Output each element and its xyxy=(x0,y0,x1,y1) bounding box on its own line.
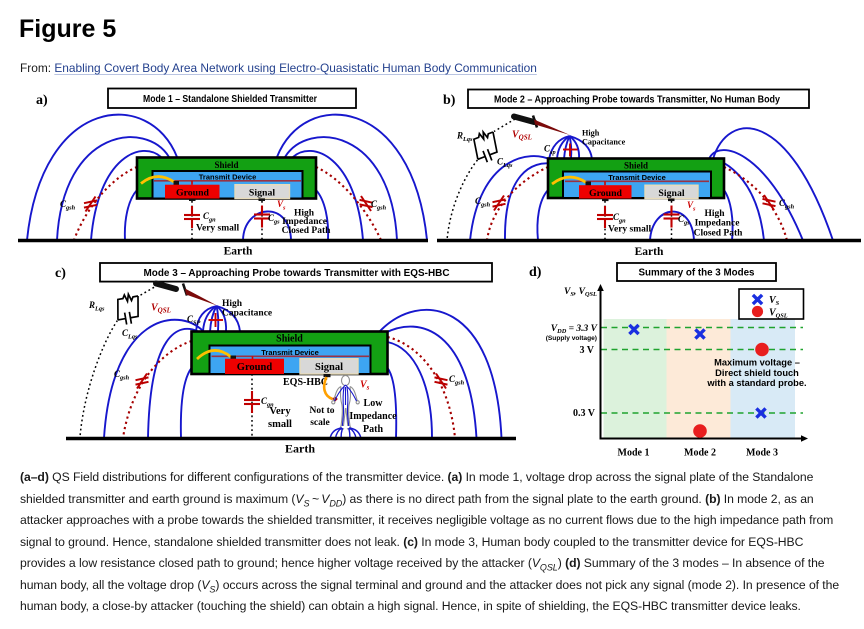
svg-text:Mode 2 – Approaching Probe tow: Mode 2 – Approaching Probe towards Trans… xyxy=(494,94,780,106)
svg-text:VS, VQSL: VS, VQSL xyxy=(564,287,597,298)
svg-text:Impedance: Impedance xyxy=(695,219,740,229)
svg-text:Not to: Not to xyxy=(309,406,334,416)
svg-text:Impedance: Impedance xyxy=(282,217,327,227)
svg-text:CSP: CSP xyxy=(187,314,201,327)
svg-text:EQS-HBC: EQS-HBC xyxy=(283,377,328,388)
svg-text:CLqs: CLqs xyxy=(122,328,138,341)
svg-text:0.3 V: 0.3 V xyxy=(573,408,596,419)
svg-text:Very: Very xyxy=(269,406,291,417)
svg-text:b): b) xyxy=(443,93,456,108)
svg-text:Maximum voltage –: Maximum voltage – xyxy=(714,358,800,368)
svg-text:Transmit Device: Transmit Device xyxy=(199,173,257,182)
svg-text:Capacitance: Capacitance xyxy=(582,138,626,147)
svg-text:Capacitance: Capacitance xyxy=(222,309,272,319)
svg-text:Mode 3: Mode 3 xyxy=(746,448,778,459)
svg-text:Transmit Device: Transmit Device xyxy=(608,173,666,182)
svg-text:Cgn: Cgn xyxy=(203,211,216,224)
svg-text:Direct shield touch: Direct shield touch xyxy=(715,368,799,378)
svg-text:Ground: Ground xyxy=(176,188,210,199)
svg-text:Signal: Signal xyxy=(658,188,684,199)
svg-text:c): c) xyxy=(55,266,66,281)
svg-text:Very small: Very small xyxy=(196,224,240,234)
svg-text:Signal: Signal xyxy=(315,362,343,373)
svg-text:RLqs: RLqs xyxy=(456,131,473,144)
svg-text:Low: Low xyxy=(364,398,384,409)
svg-text:small: small xyxy=(268,419,292,430)
svg-text:Signal: Signal xyxy=(249,188,275,199)
svg-text:VS: VS xyxy=(769,295,780,307)
svg-text:Cgn: Cgn xyxy=(613,212,626,225)
svg-text:VQSL: VQSL xyxy=(151,303,171,315)
svg-text:with a standard probe.: with a standard probe. xyxy=(706,378,806,388)
svg-text:Earth: Earth xyxy=(224,246,253,258)
svg-text:Very small: Very small xyxy=(608,225,652,235)
svg-text:CLqs: CLqs xyxy=(497,157,513,170)
svg-text:Summary of the 3 Modes: Summary of the 3 Modes xyxy=(639,267,755,279)
svg-text:scale: scale xyxy=(310,418,330,428)
svg-text:RLqs: RLqs xyxy=(88,300,105,313)
svg-text:High: High xyxy=(222,299,243,309)
svg-text:Transmit Device: Transmit Device xyxy=(261,348,319,357)
svg-text:Cgsh: Cgsh xyxy=(60,199,76,212)
svg-text:Cgsh: Cgsh xyxy=(779,198,795,211)
svg-text:Vs: Vs xyxy=(277,199,286,212)
svg-text:Shield: Shield xyxy=(214,160,238,170)
svg-text:Csp: Csp xyxy=(544,144,556,157)
svg-text:a): a) xyxy=(36,93,48,108)
svg-text:VQSL: VQSL xyxy=(512,130,532,142)
svg-text:Closed Path: Closed Path xyxy=(282,226,332,236)
svg-text:Mode 1 – Standalone Shielded T: Mode 1 – Standalone Shielded Transmitter xyxy=(143,93,317,105)
svg-text:3 V: 3 V xyxy=(579,345,594,356)
svg-text:High: High xyxy=(704,209,725,219)
svg-text:Mode 1: Mode 1 xyxy=(618,448,650,459)
svg-text:Vs: Vs xyxy=(360,380,370,392)
svg-text:Earth: Earth xyxy=(285,442,315,456)
svg-text:Shield: Shield xyxy=(276,334,303,345)
svg-text:Cgsh: Cgsh xyxy=(449,374,465,387)
svg-text:Ground: Ground xyxy=(589,188,623,199)
svg-text:Mode 3 – Approaching Probe tow: Mode 3 – Approaching Probe towards Trans… xyxy=(144,267,450,279)
svg-text:Vs: Vs xyxy=(687,200,696,213)
svg-text:Cgsh: Cgsh xyxy=(371,199,387,212)
svg-text:Mode 2: Mode 2 xyxy=(684,448,716,459)
svg-text:Closed Path: Closed Path xyxy=(694,229,744,239)
svg-text:High: High xyxy=(294,209,315,219)
svg-text:Ground: Ground xyxy=(237,362,273,373)
svg-text:Cgsh: Cgsh xyxy=(114,369,130,382)
svg-text:Earth: Earth xyxy=(635,246,664,258)
svg-text:Shield: Shield xyxy=(624,161,648,171)
svg-text:VDD = 3.3 V: VDD = 3.3 V xyxy=(551,324,598,335)
svg-text:d): d) xyxy=(529,265,542,280)
svg-text:High: High xyxy=(582,129,600,138)
svg-text:Path: Path xyxy=(363,424,383,435)
svg-text:Impedance: Impedance xyxy=(349,411,397,422)
svg-text:(Supply voltage): (Supply voltage) xyxy=(546,335,597,342)
